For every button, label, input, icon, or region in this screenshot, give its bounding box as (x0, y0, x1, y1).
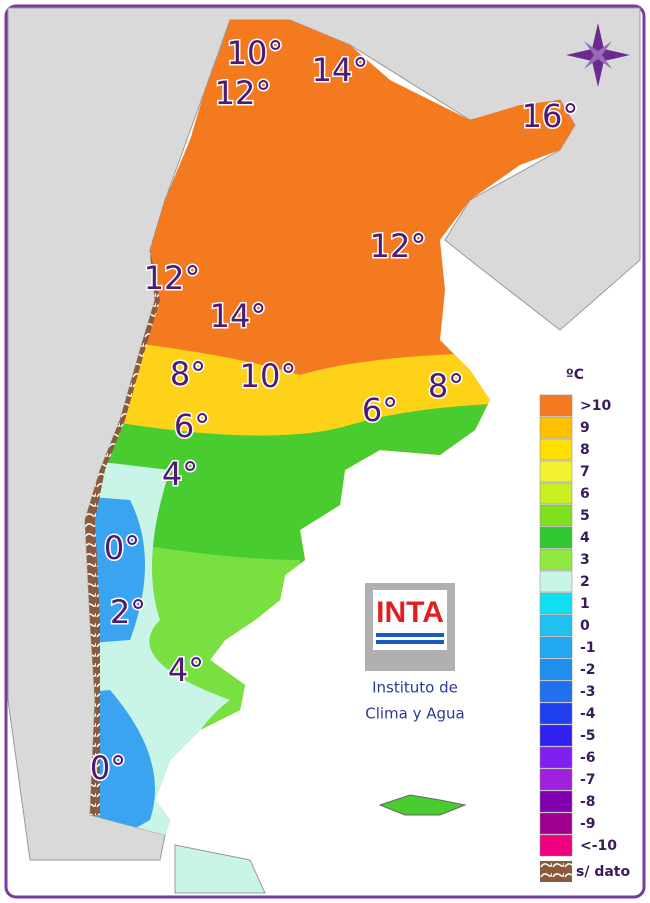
contour-label: 12° (215, 74, 272, 112)
legend-label: -1 (580, 640, 596, 656)
legend-swatch (539, 680, 573, 703)
legend-swatch (539, 592, 573, 615)
contour-label: 8° (428, 367, 464, 405)
legend-swatch (539, 570, 573, 593)
contour-label: 14° (210, 297, 267, 335)
legend-label: 5 (580, 508, 590, 524)
logo-stripe (376, 640, 444, 644)
logo-text: INTA (376, 596, 444, 629)
legend-label: 6 (580, 486, 590, 502)
legend-label: -5 (580, 728, 596, 744)
legend-swatch (539, 614, 573, 637)
legend-label: 2 (580, 574, 590, 590)
legend-label: 4 (580, 530, 590, 546)
tierra-del-fuego (174, 844, 266, 894)
legend-label: 9 (580, 420, 590, 436)
legend-swatch (539, 790, 573, 813)
legend-swatch (539, 394, 573, 417)
legend-swatch (539, 526, 573, 549)
contour-label: 0° (90, 749, 126, 787)
legend-label: <-10 (580, 838, 617, 854)
legend-label: -3 (580, 684, 596, 700)
legend-label: -9 (580, 816, 596, 832)
contour-label: 8° (170, 355, 206, 393)
logo-stripe (376, 633, 444, 637)
contour-label: 0° (104, 529, 140, 567)
legend-label: 1 (580, 596, 590, 612)
legend-label: -2 (580, 662, 596, 678)
contour-label: 10° (240, 357, 297, 395)
legend-swatch (539, 768, 573, 791)
caption: Clima y Agua (365, 705, 465, 723)
legend-swatch (539, 482, 573, 505)
legend-label: >10 (580, 398, 611, 414)
contour-label: 12° (144, 259, 201, 297)
legend-label: 8 (580, 442, 590, 458)
contour-label: 6° (174, 407, 210, 445)
legend-swatch (539, 460, 573, 483)
legend-label: s/ dato (576, 864, 630, 880)
legend-label: -8 (580, 794, 596, 810)
legend-label: 0 (580, 618, 590, 634)
legend-swatch (539, 702, 573, 725)
legend-label: 3 (580, 552, 590, 568)
legend-title: ºC (566, 367, 584, 383)
legend-swatch (539, 636, 573, 659)
legend-swatch (539, 504, 573, 527)
contour-label: 2° (110, 593, 146, 631)
legend-label: 7 (580, 464, 590, 480)
contour-label: 4° (162, 455, 198, 493)
contour-label: 16° (522, 97, 579, 135)
legend-label: -7 (580, 772, 596, 788)
legend-label: -6 (580, 750, 596, 766)
legend-swatch (539, 834, 573, 857)
legend-swatch (539, 724, 573, 747)
legend-swatch (539, 812, 573, 835)
islands (378, 794, 467, 816)
contour-label: 10° (227, 34, 284, 72)
legend-swatch (539, 416, 573, 439)
legend-swatch (539, 746, 573, 769)
legend-swatch (539, 658, 573, 681)
contour-label: 12° (370, 227, 427, 265)
compass (566, 23, 630, 87)
legend-swatch (540, 861, 572, 882)
caption: Instituto de (372, 679, 458, 697)
legend-swatch (539, 548, 573, 571)
legend-label: -4 (580, 706, 596, 722)
legend-swatch (539, 438, 573, 461)
contour-label: 4° (168, 651, 204, 689)
contour-label: 14° (312, 51, 369, 89)
contour-label: 6° (362, 391, 398, 429)
